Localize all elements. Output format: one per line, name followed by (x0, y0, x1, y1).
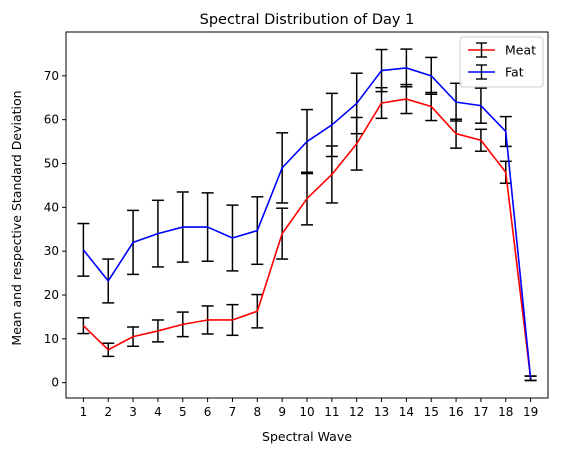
series-line-meat (82, 98, 532, 379)
x-tick-label: 2 (104, 405, 112, 419)
x-tick-label: 19 (523, 405, 538, 419)
x-tick-label: 8 (253, 405, 261, 419)
series-fat (77, 48, 537, 382)
x-tick-label: 16 (448, 405, 463, 419)
legend-label-meat: Meat (505, 43, 536, 58)
legend-label-fat: Fat (505, 65, 524, 80)
y-tick-label: 70 (44, 69, 59, 83)
x-axis-label: Spectral Wave (262, 429, 352, 444)
plot-area: 1 2 3 4 5 6 7 8 9 10 11 12 13 14 15 16 17 18 1901020304050… (44, 31, 549, 419)
legend: Meat Fat (459, 36, 544, 88)
x-tick-label: 7 (229, 405, 237, 419)
legend-item-fat: Fat (468, 64, 524, 80)
x-tick-label: 11 (324, 405, 339, 419)
chart-title: Spectral Distribution of Day 1 (200, 12, 415, 28)
y-tick-label: 0 (51, 376, 59, 390)
y-tick-label: 30 (44, 244, 59, 258)
x-tick-label: 15 (424, 405, 439, 419)
x-tick-label: 3 (129, 405, 137, 419)
y-tick-label: 40 (44, 200, 59, 214)
y-tick-label: 20 (44, 288, 59, 302)
y-axis-label: Mean and respective Standard Deviation (9, 90, 24, 345)
fat-error-bar (77, 222, 90, 277)
x-tick-label: 4 (154, 405, 162, 419)
meat-error-bar (77, 317, 90, 335)
x-tick-label: 12 (349, 405, 364, 419)
x-tick-label: 5 (179, 405, 187, 419)
x-tick-label: 6 (204, 405, 212, 419)
x-tick-label: 18 (498, 405, 513, 419)
x-tick-label: 9 (278, 405, 286, 419)
legend-item-meat: Meat (468, 42, 536, 58)
y-tick-label: 50 (44, 156, 59, 170)
x-tick-label: 1 (80, 405, 88, 419)
y-tick-label: 10 (44, 332, 59, 346)
series-line-fat (82, 67, 532, 379)
y-tick-label: 60 (44, 113, 59, 127)
x-tick-label: 14 (399, 405, 414, 419)
x-tick-label: 10 (299, 405, 314, 419)
x-tick-label: 13 (374, 405, 389, 419)
x-tick-label: 17 (473, 405, 488, 419)
